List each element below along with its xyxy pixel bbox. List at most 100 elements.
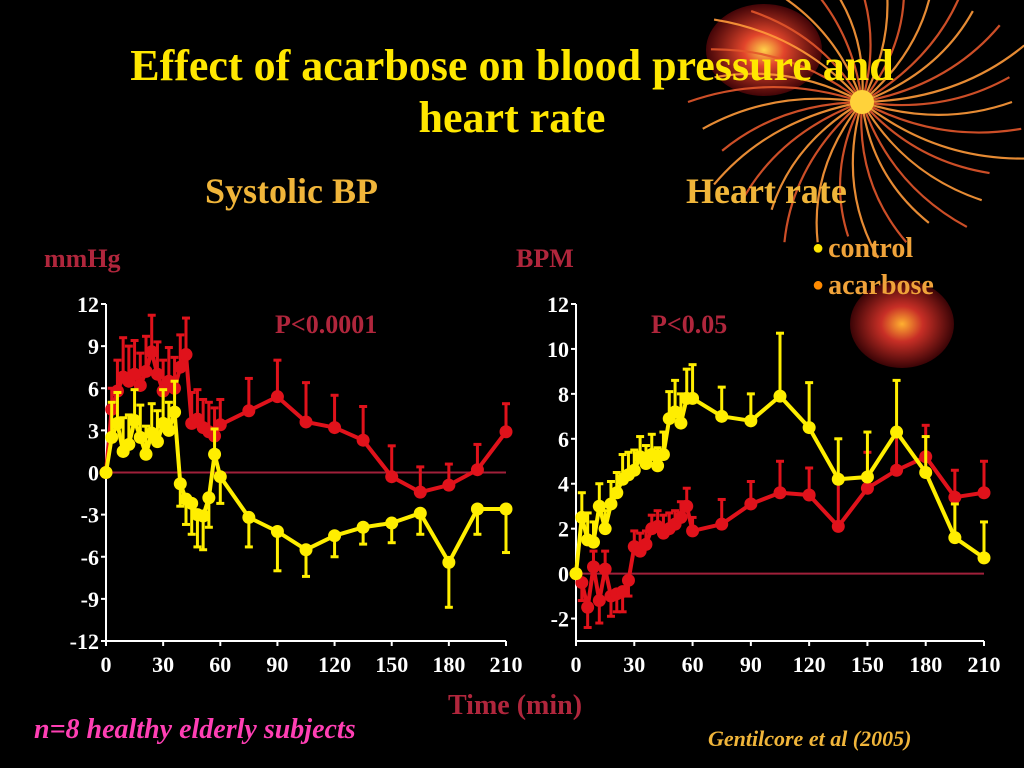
p-value-heart-rate: P<0.05 <box>651 310 728 339</box>
data-point-acarbose <box>122 437 136 451</box>
firework-strand <box>721 100 863 152</box>
y-tick-label: -12 <box>70 629 99 654</box>
y-tick-label: 9 <box>88 334 99 359</box>
data-point-control <box>145 345 159 359</box>
y-tick-label: 3 <box>88 418 99 443</box>
x-axis-label: Time (min) <box>448 690 583 721</box>
data-point-acarbose <box>213 470 227 484</box>
data-point-acarbose <box>592 499 606 513</box>
y-tick-label: 0 <box>88 461 99 486</box>
data-point-control <box>413 485 427 499</box>
y-tick-label: 2 <box>558 517 569 542</box>
data-point-acarbose <box>162 423 176 437</box>
firework-strand <box>710 48 863 103</box>
data-point-acarbose <box>569 567 583 581</box>
x-tick-label: 210 <box>490 652 523 677</box>
firework-strand <box>861 100 1013 116</box>
data-point-control <box>592 594 606 608</box>
data-point-acarbose <box>413 506 427 520</box>
data-point-acarbose <box>686 391 700 405</box>
p-value-systolic: P<0.0001 <box>275 310 378 339</box>
x-tick-label: 180 <box>432 652 465 677</box>
fireworks-burst <box>687 0 1024 259</box>
firework-strand <box>820 0 864 103</box>
data-point-acarbose <box>299 543 313 557</box>
data-point-acarbose <box>470 502 484 516</box>
firework-strand <box>702 97 863 130</box>
data-point-acarbose <box>133 430 147 444</box>
x-tick-label: 60 <box>682 652 704 677</box>
legend-item-acarbose: ● acarbose <box>812 267 934 304</box>
firework-strand <box>861 0 931 103</box>
data-point-control <box>686 524 700 538</box>
data-point-acarbose <box>173 477 187 491</box>
firework-strand <box>861 0 960 103</box>
data-point-control <box>598 562 612 576</box>
data-point-control <box>385 470 399 484</box>
data-point-acarbose <box>604 497 618 511</box>
y-tick-label: 10 <box>547 337 569 362</box>
data-point-acarbose <box>627 463 641 477</box>
firework-strand <box>785 0 864 103</box>
data-point-control <box>139 364 153 378</box>
x-tick-label: 90 <box>266 652 288 677</box>
data-point-control <box>470 463 484 477</box>
firework-core <box>850 90 874 114</box>
data-point-acarbose <box>919 466 933 479</box>
firework-strand <box>713 18 863 103</box>
x-tick-label: 210 <box>968 652 1001 677</box>
data-point-acarbose <box>139 447 153 461</box>
legend-label: control <box>828 233 914 264</box>
firework-strand <box>783 101 863 243</box>
data-point-acarbose <box>168 405 182 419</box>
data-point-acarbose <box>674 416 688 430</box>
data-point-control <box>328 421 342 435</box>
data-point-control <box>680 499 694 513</box>
series-control <box>569 423 991 630</box>
data-point-acarbose <box>802 421 816 435</box>
data-point-acarbose <box>773 389 787 403</box>
data-point-acarbose <box>651 459 665 473</box>
data-point-acarbose <box>128 414 142 428</box>
x-tick-label: 90 <box>740 652 762 677</box>
firework-strand <box>851 101 880 259</box>
y-tick-label: -2 <box>551 607 569 632</box>
data-point-control <box>674 510 688 524</box>
firework-strand <box>741 100 863 201</box>
ylabel-mmhg: mmHg <box>44 244 121 273</box>
y-tick-label: 8 <box>558 382 569 407</box>
data-point-acarbose <box>385 516 399 530</box>
firework-strand <box>861 24 1001 104</box>
firework-strand <box>861 10 974 104</box>
data-point-acarbose <box>499 502 513 516</box>
data-point-control <box>621 573 635 587</box>
data-point-acarbose <box>948 531 962 545</box>
data-point-control <box>581 600 595 614</box>
data-point-control <box>802 488 816 502</box>
chart-title-systolic: Systolic BP <box>205 171 379 211</box>
firework-strand <box>750 10 863 103</box>
firework-strand <box>713 100 863 186</box>
data-point-acarbose <box>860 470 874 484</box>
data-point-acarbose <box>831 472 845 486</box>
firework-strand <box>861 101 1022 134</box>
x-tick-label: 0 <box>571 652 582 677</box>
data-point-control <box>442 478 456 492</box>
data-point-control <box>173 360 187 374</box>
y-tick-label: 6 <box>558 427 569 452</box>
series-acarbose <box>569 331 991 581</box>
data-point-acarbose <box>185 496 199 510</box>
firework-strand <box>839 101 863 237</box>
data-point-acarbose <box>356 520 370 534</box>
data-point-control <box>773 486 787 500</box>
data-point-control <box>616 585 630 599</box>
data-point-acarbose <box>99 466 113 479</box>
x-tick-label: 30 <box>152 652 174 677</box>
y-tick-label: 12 <box>77 292 99 317</box>
legend-dot-icon: ● <box>812 237 825 259</box>
firework-strand <box>861 44 1024 104</box>
x-tick-label: 150 <box>851 652 884 677</box>
firework-strand <box>861 0 905 103</box>
firework-strand <box>861 76 1010 107</box>
